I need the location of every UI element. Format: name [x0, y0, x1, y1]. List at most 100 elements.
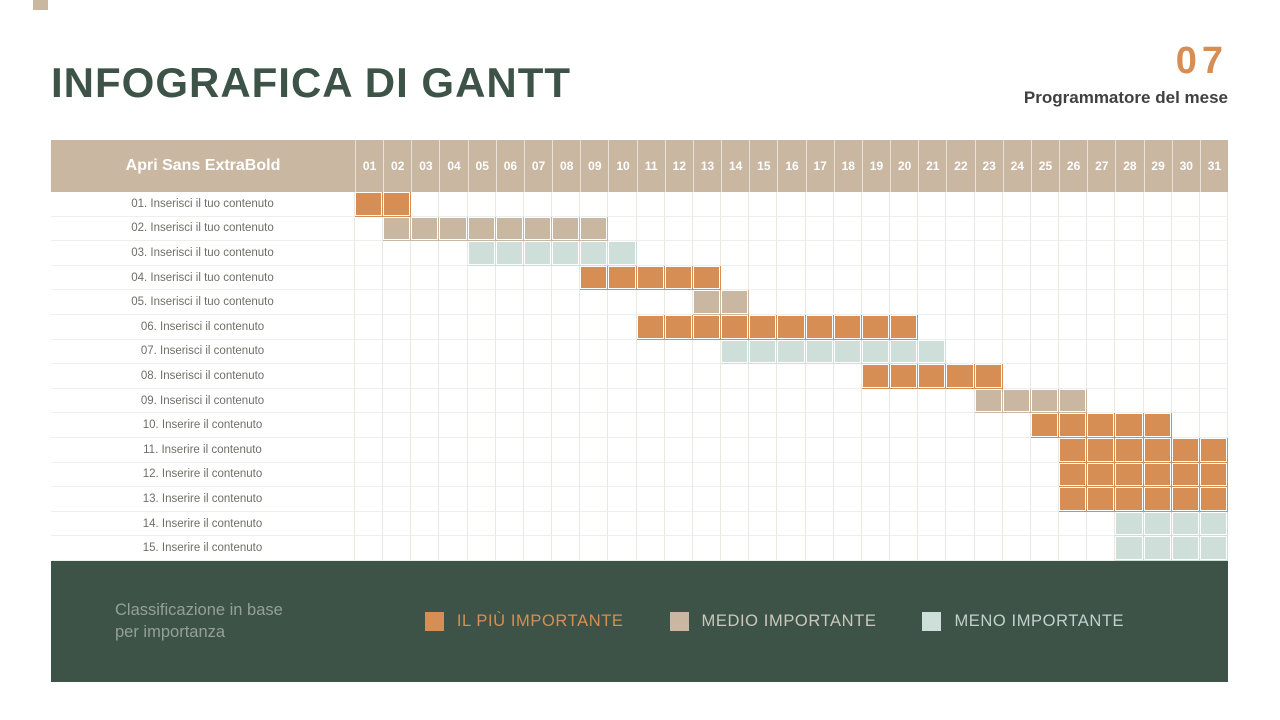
day-cell — [495, 388, 524, 414]
day-cell — [355, 339, 384, 365]
day-cell — [552, 388, 581, 414]
day-cell — [805, 536, 834, 561]
gantt-bar-segment — [1143, 511, 1172, 537]
day-cell — [439, 339, 468, 365]
gantt-bar-segment — [439, 216, 468, 242]
task-label: 01. Inserisci il tuo contenuto — [51, 192, 355, 217]
day-cell — [355, 216, 384, 242]
day-cell — [580, 413, 609, 438]
day-cell — [1143, 265, 1172, 291]
day-cell — [1002, 192, 1031, 217]
day-cell — [974, 487, 1003, 512]
day-cell — [1030, 364, 1060, 389]
day-cell — [355, 364, 384, 389]
day-cell — [664, 388, 693, 414]
task-row: 02. Inserisci il tuo contenuto — [51, 216, 1228, 242]
day-cell — [1171, 241, 1200, 266]
day-cell — [974, 314, 1003, 340]
corner-decoration — [33, 0, 48, 10]
day-cell — [608, 192, 637, 217]
day-cell — [439, 413, 468, 438]
day-cell — [1030, 462, 1060, 488]
day-cell — [1115, 192, 1144, 217]
day-cell — [918, 511, 947, 537]
day-cell — [608, 314, 637, 340]
day-cell — [664, 241, 693, 266]
day-cell — [861, 265, 891, 291]
day-cell — [974, 216, 1003, 242]
gantt-bar-segment — [383, 192, 412, 217]
legend-label: MENO IMPORTANTE — [954, 612, 1125, 630]
day-cell — [1087, 339, 1116, 365]
day-cell — [411, 314, 440, 340]
day-cell — [833, 511, 862, 537]
day-cell — [946, 511, 975, 537]
task-label: 13. Inserire il contenuto — [51, 487, 355, 512]
day-cell — [749, 536, 778, 561]
gantt-bar-segment — [664, 265, 693, 291]
day-cell — [608, 487, 637, 512]
day-cell — [721, 413, 750, 438]
day-cell — [721, 241, 750, 266]
task-label: 02. Inserisci il tuo contenuto — [51, 216, 355, 242]
day-cell — [721, 364, 750, 389]
gantt-bar-segment — [1171, 437, 1200, 463]
day-cell — [1171, 388, 1200, 414]
day-cell — [861, 536, 891, 561]
day-cell — [439, 192, 468, 217]
gantt-bar-segment — [608, 241, 637, 266]
day-cell — [1002, 290, 1031, 315]
day-cell — [1171, 364, 1200, 389]
gantt-bar-segment — [918, 364, 947, 389]
day-cell — [777, 265, 806, 291]
day-cell — [918, 388, 947, 414]
day-cell — [664, 487, 693, 512]
day-cell — [777, 216, 806, 242]
day-cell — [805, 216, 834, 242]
gantt-bar-segment — [777, 339, 806, 365]
day-cell — [1087, 388, 1116, 414]
day-cell — [1059, 241, 1088, 266]
day-cell — [692, 413, 722, 438]
gantt-bar-segment — [805, 314, 834, 340]
day-cell — [580, 462, 609, 488]
day-cell — [552, 462, 581, 488]
gantt-bar-segment — [833, 314, 862, 340]
day-cell — [833, 216, 862, 242]
day-cell — [495, 192, 524, 217]
day-cell — [1087, 364, 1116, 389]
day-header: 03 — [411, 140, 439, 192]
day-cell — [608, 413, 637, 438]
legend-item: IL PIÙ IMPORTANTE — [424, 612, 624, 631]
day-cell — [1002, 265, 1031, 291]
day-cell — [1087, 192, 1116, 217]
day-cell — [1143, 192, 1172, 217]
gantt-chart: Apri Sans ExtraBold 01 02 03 04 05 06 07 08 09 10… — [51, 140, 1228, 561]
day-cell — [749, 241, 778, 266]
day-cell — [467, 511, 496, 537]
task-row: 14. Inserire il contenuto — [51, 511, 1228, 537]
gantt-bar-segment — [1059, 413, 1088, 438]
day-cell — [861, 487, 891, 512]
day-cell — [636, 462, 665, 488]
gantt-bar-segment — [1059, 462, 1088, 488]
gantt-bar-segment — [890, 339, 919, 365]
day-cell — [692, 511, 722, 537]
day-cell — [1030, 511, 1060, 537]
day-cell — [1087, 241, 1116, 266]
gantt-bar-segment — [692, 314, 722, 340]
day-cell — [636, 536, 665, 561]
day-cell — [1087, 216, 1116, 242]
day-cell — [777, 487, 806, 512]
day-cell — [946, 216, 975, 242]
day-cell — [890, 290, 919, 315]
gantt-header-days: 01 02 03 04 05 06 07 08 09 10 11 12 13 14 15 16 17 18 19 20… — [355, 140, 1228, 192]
day-cell — [383, 462, 412, 488]
day-cell — [833, 487, 862, 512]
day-cell — [1002, 536, 1031, 561]
day-cell — [1030, 339, 1060, 365]
task-label: 08. Inserisci il contenuto — [51, 364, 355, 389]
day-cell — [861, 413, 891, 438]
gantt-header-label: Apri Sans ExtraBold — [125, 157, 281, 174]
gantt-bar-segment — [1171, 462, 1200, 488]
